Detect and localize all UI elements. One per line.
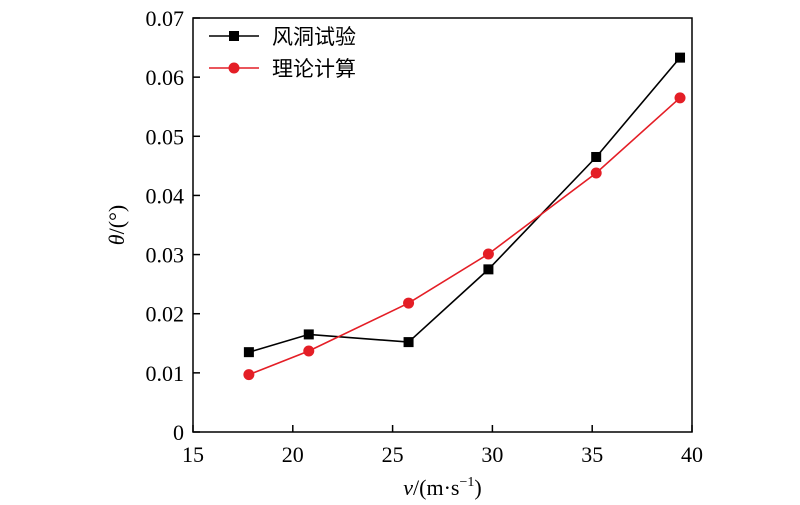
x-axis-label-unit: /(m·s [413, 475, 459, 500]
y-tick-label: 0.03 [146, 243, 185, 268]
data-point [482, 248, 494, 260]
series-line [248, 57, 681, 353]
x-tick-label: 40 [681, 442, 703, 467]
x-axis-label: v/(m·s−1) [403, 475, 481, 500]
x-axis-label-var: v [403, 475, 413, 500]
data-point [303, 329, 314, 340]
data-point [243, 347, 254, 358]
x-tick-label: 30 [481, 442, 503, 467]
x-tick-label: 15 [182, 442, 204, 467]
y-tick-label: 0.07 [146, 6, 185, 31]
legend-label: 理论计算 [272, 57, 356, 81]
series-2 [243, 92, 686, 381]
x-axis-label-exp: −1 [459, 475, 474, 490]
y-tick-label: 0.05 [146, 124, 185, 149]
data-point [243, 369, 255, 381]
plot-frame [192, 17, 693, 433]
plot-area [192, 17, 693, 433]
legend-label: 风洞试验 [272, 25, 356, 49]
data-point [483, 264, 494, 275]
x-axis: 15 20 25 30 35 40 [182, 425, 703, 467]
x-tick-label: 35 [581, 442, 603, 467]
y-tick-label: 0.06 [146, 65, 185, 90]
y-tick-label: 0.04 [146, 183, 185, 208]
y-axis-label-unit: /(°) [104, 205, 129, 235]
legend-marker [228, 62, 240, 74]
series-layer [243, 52, 686, 381]
y-tick-label: 0.02 [146, 302, 185, 327]
y-tick-label: 0.01 [146, 361, 185, 386]
legend-marker [229, 31, 239, 41]
y-axis-label-var: θ [104, 234, 129, 245]
x-tick-label: 25 [382, 442, 404, 467]
data-point [403, 337, 414, 348]
data-point [675, 52, 686, 63]
y-tick-label: 0 [173, 420, 184, 445]
legend-entry: 风洞试验 [209, 25, 356, 49]
y-axis-label: θ/(°) [104, 205, 129, 245]
x-tick-label: 20 [282, 442, 304, 467]
data-point [674, 92, 686, 104]
data-point [591, 151, 602, 162]
data-point [590, 167, 602, 179]
series-line [248, 97, 681, 376]
y-axis: 0 0.01 0.02 0.03 0.04 0.05 0.06 0.07 [146, 6, 200, 445]
x-axis-label-close: ) [474, 475, 481, 500]
series-1 [243, 52, 686, 358]
data-point [403, 297, 415, 309]
legend-entry: 理论计算 [209, 57, 356, 81]
data-point [303, 345, 315, 357]
